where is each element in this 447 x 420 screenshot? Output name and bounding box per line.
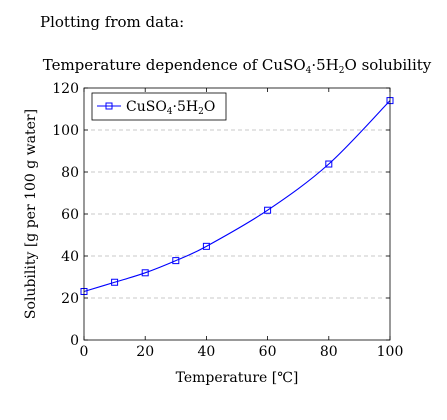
y-tick-label: 0 [70, 333, 79, 349]
legend: CuSO4·5H2O [92, 93, 226, 120]
series-layer [81, 98, 393, 295]
grid-lines [84, 130, 390, 298]
x-tick-label: 40 [197, 344, 215, 360]
x-tick-label: 60 [259, 344, 277, 360]
axis-ticks: 0 20 40 60 80 100 120 0 20 40 60 80 100 [52, 81, 403, 360]
y-axis-label: Solubility [g per 100 g water] [23, 109, 39, 319]
chart-title: Temperature dependence of CuSO4·5H2O sol… [43, 56, 432, 76]
y-tick-label: 40 [61, 249, 79, 265]
x-tick-label: 100 [377, 344, 404, 360]
x-tick-label: 80 [320, 344, 338, 360]
y-tick-label: 120 [52, 81, 79, 97]
x-axis-label: Temperature [℃] [176, 370, 299, 386]
x-tick-label: 20 [136, 344, 154, 360]
y-tick-label: 20 [61, 291, 79, 307]
series-line [84, 101, 390, 292]
y-tick-label: 80 [61, 165, 79, 181]
y-tick-label: 60 [61, 207, 79, 223]
x-tick-label: 0 [80, 344, 89, 360]
y-tick-label: 100 [52, 123, 79, 139]
